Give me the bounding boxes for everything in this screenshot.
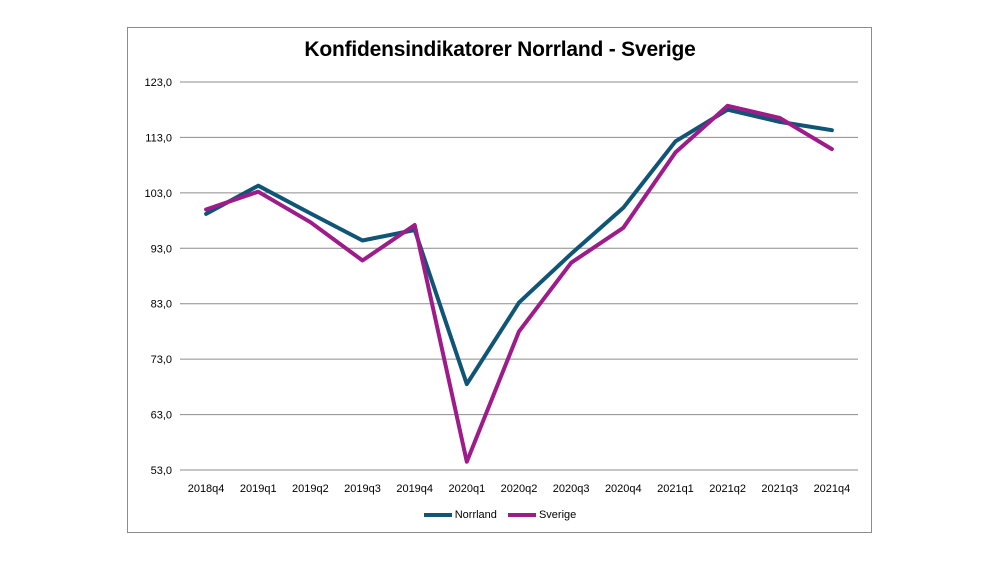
- x-tick-label: 2021q4: [814, 483, 851, 495]
- legend-label-sverige: Sverige: [538, 509, 577, 521]
- x-tick-label: 2020q3: [553, 483, 590, 495]
- gridlines: [180, 81, 858, 471]
- legend-label-norrland: Norrland: [454, 509, 497, 521]
- x-tick-label: 2019q1: [240, 483, 277, 495]
- y-tick-label: 113,0: [145, 132, 172, 144]
- y-tick-label: 103,0: [144, 188, 172, 200]
- legend-swatch-sverige: [507, 513, 536, 517]
- x-tick-label: 2020q1: [448, 483, 485, 495]
- chart-title: Konfidensindikatorer Norrland - Sverige: [304, 38, 696, 61]
- y-tick-label: 73,0: [151, 354, 172, 366]
- x-tick-label: 2021q3: [761, 483, 798, 495]
- legend-item-sverige: Sverige: [507, 509, 577, 521]
- y-tick-label: 63,0: [151, 410, 172, 422]
- x-tick-label: 2020q2: [501, 483, 538, 495]
- x-tick-label: 2020q4: [605, 483, 642, 495]
- series-lines: [204, 103, 834, 464]
- x-tick-label: 2018q4: [188, 483, 225, 495]
- x-tick-label: 2021q2: [709, 483, 746, 495]
- y-tick-label: 83,0: [151, 299, 172, 311]
- y-tick-label: 93,0: [151, 243, 172, 255]
- series-line-norrland: [204, 107, 834, 387]
- x-tick-label: 2019q2: [292, 483, 329, 495]
- x-tick-label: 2019q3: [344, 483, 381, 495]
- legend-swatch-norrland: [423, 513, 452, 517]
- series-line-sverige: [204, 103, 834, 464]
- y-tick-label: 53,0: [151, 465, 172, 477]
- legend-item-norrland: Norrland: [423, 509, 497, 521]
- x-tick-label: 2021q1: [657, 483, 694, 495]
- y-axis-ticks: 53,0 63,0 73,0 83,0 93,0 103,0 113,0 123,0: [144, 77, 172, 477]
- legend: Norrland Sverige: [0, 508, 1000, 521]
- x-tick-label: 2019q4: [396, 483, 433, 495]
- x-axis-ticks: 2018q4 2019q1 2019q2 2019q3 2019q4 2020q1 2020…: [188, 483, 851, 495]
- y-tick-label: 123,0: [144, 77, 172, 89]
